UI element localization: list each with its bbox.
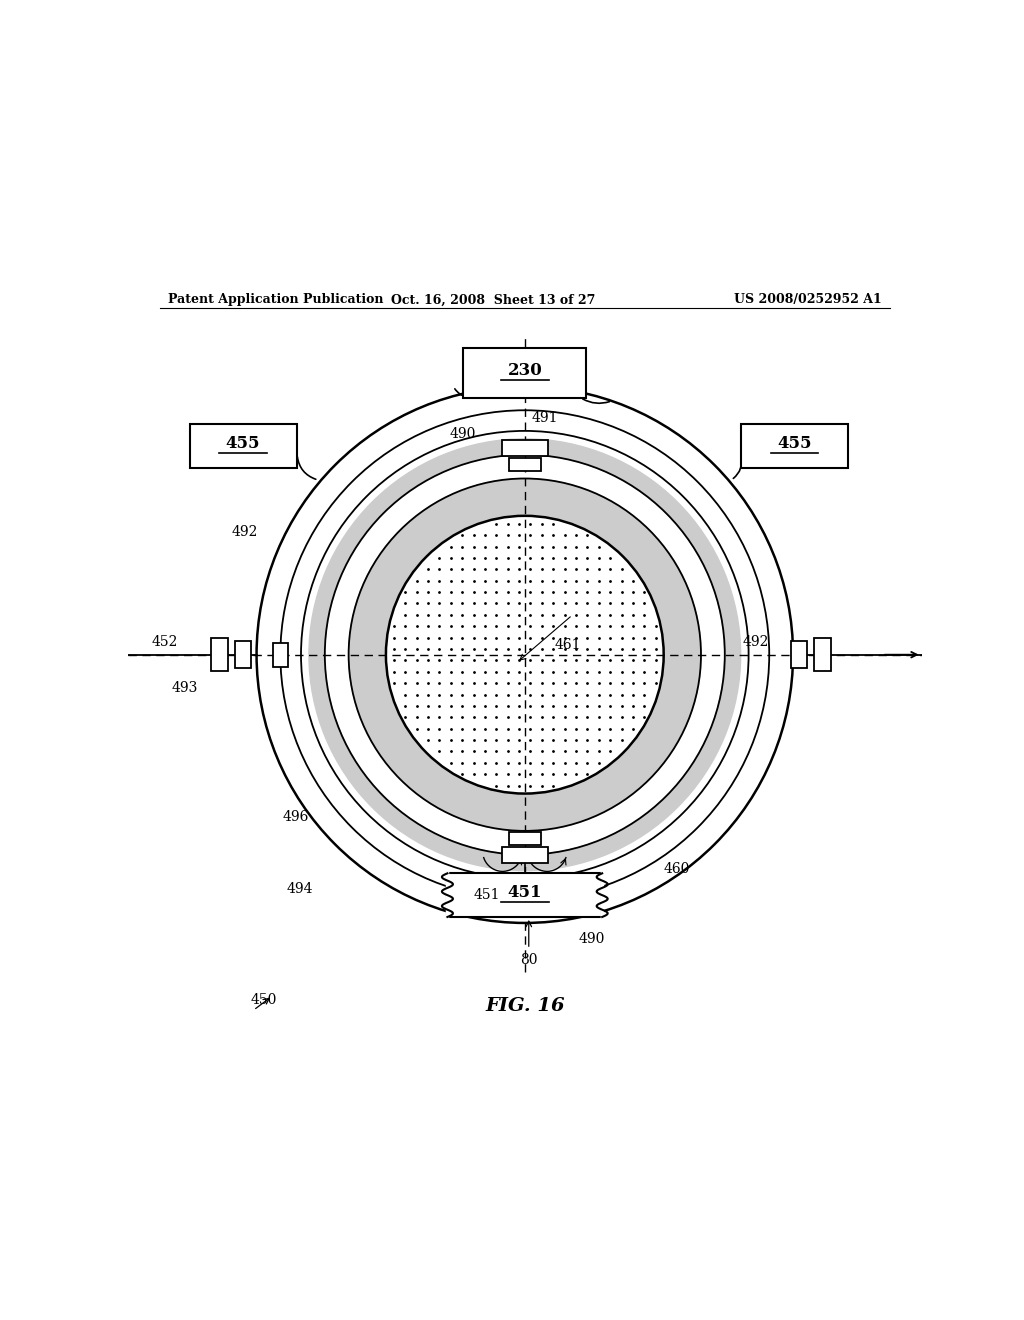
Text: Patent Application Publication: Patent Application Publication (168, 293, 383, 306)
Text: 460: 460 (664, 862, 690, 876)
Bar (236, 642, 251, 668)
Text: 80: 80 (520, 953, 538, 968)
Bar (447, 874, 602, 917)
Text: 451: 451 (508, 884, 542, 902)
Text: 452: 452 (152, 635, 178, 649)
Text: 492: 492 (231, 524, 258, 539)
Text: 492: 492 (743, 635, 769, 649)
Bar (273, 643, 288, 667)
Text: FIG. 16: FIG. 16 (485, 998, 564, 1015)
Text: US 2008/0252952 A1: US 2008/0252952 A1 (734, 293, 882, 306)
Bar (502, 441, 548, 457)
Text: 493: 493 (172, 681, 198, 696)
Text: 496: 496 (283, 810, 309, 825)
Text: 455: 455 (226, 436, 260, 451)
Bar (463, 348, 587, 397)
Text: 451: 451 (473, 888, 500, 902)
Bar (189, 424, 297, 467)
Text: 490: 490 (450, 428, 476, 441)
Text: 494: 494 (287, 882, 313, 896)
Bar (814, 638, 831, 672)
Bar (741, 424, 848, 467)
Text: 450: 450 (251, 993, 278, 1007)
Bar (211, 638, 228, 672)
Text: 461: 461 (555, 638, 582, 652)
Text: 455: 455 (777, 436, 812, 451)
Bar (502, 846, 548, 862)
Bar (509, 458, 541, 471)
Text: 490: 490 (579, 932, 605, 946)
Bar (509, 833, 541, 845)
Text: 491: 491 (531, 412, 558, 425)
Text: 230: 230 (508, 362, 542, 379)
Bar (791, 642, 807, 668)
Text: Oct. 16, 2008  Sheet 13 of 27: Oct. 16, 2008 Sheet 13 of 27 (391, 293, 595, 306)
